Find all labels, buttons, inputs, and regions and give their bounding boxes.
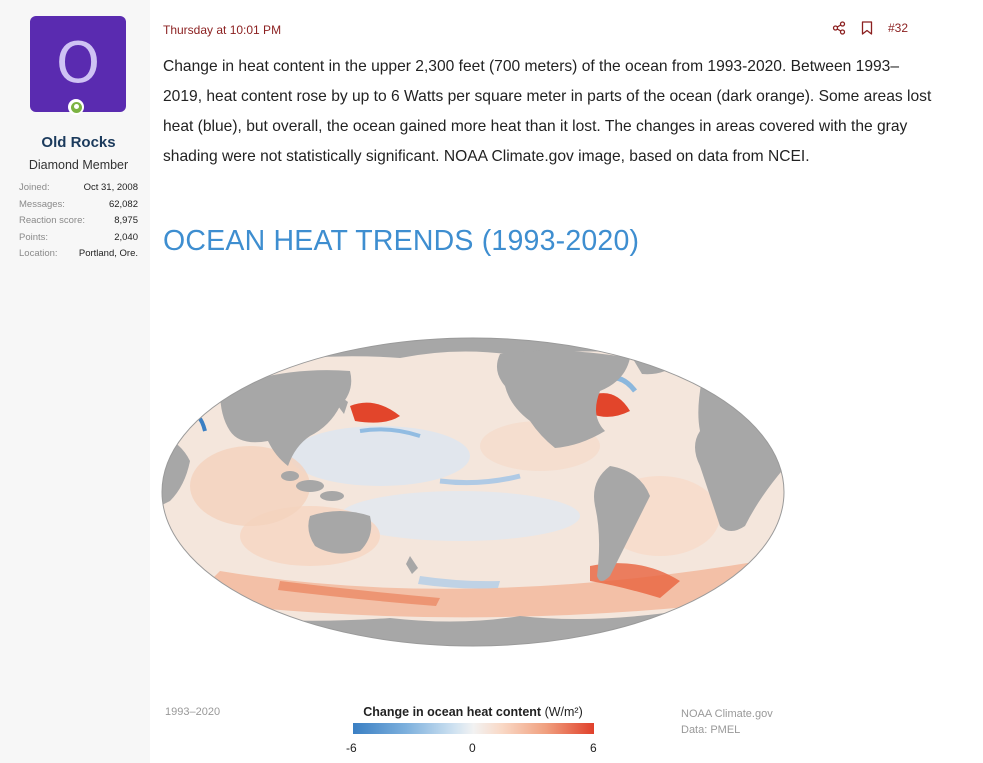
username-link[interactable]: Old Rocks (41, 134, 116, 151)
stat-points: Points: 2,040 (19, 230, 138, 247)
credit-text: NOAA Climate.gov (681, 708, 773, 720)
stat-value: Portland, Ore. (78, 248, 138, 259)
stat-value[interactable]: 2,040 (114, 231, 138, 243)
user-sidebar: O Old Rocks Diamond Member Joined: Oct 3… (0, 0, 150, 763)
stat-value[interactable]: 62,082 (108, 198, 138, 210)
stat-location: Location: Portland, Ore. (19, 246, 138, 263)
image-credits: NOAA Climate.gov Data: PMEL (681, 706, 773, 738)
legend-title: Change in ocean heat content (W/m²) (325, 705, 621, 719)
data-source-text: Data: PMEL (681, 724, 741, 736)
bookmark-icon[interactable] (858, 19, 876, 37)
avatar[interactable]: O (30, 16, 126, 112)
stat-value: Oct 31, 2008 (83, 182, 138, 193)
avatar-letter: O (55, 31, 101, 96)
post-number-link[interactable]: #32 (888, 21, 909, 35)
user-stats: Joined: Oct 31, 2008 Messages: 62,082 Re… (19, 180, 138, 263)
stat-label: Points: (19, 231, 49, 243)
map-title: OCEAN HEAT TRENDS (1993-2020) (163, 225, 640, 257)
legend-color-bar (353, 723, 594, 734)
legend-title-text: Change in ocean heat content (363, 705, 542, 719)
stat-joined: Joined: Oct 31, 2008 (19, 180, 138, 197)
period-label: 1993–2020 (165, 706, 221, 718)
stat-label: Location: (19, 248, 58, 259)
legend-max-tick: 6 (590, 741, 597, 755)
legend-min-tick: -6 (346, 741, 357, 755)
legend-mid-tick: 0 (469, 741, 476, 755)
stat-label: Joined: (19, 182, 50, 193)
ocean-heat-map-image (160, 336, 786, 648)
user-title: Diamond Member (28, 158, 129, 172)
online-status-icon (68, 99, 84, 115)
stat-label: Reaction score: (19, 215, 86, 226)
share-icon[interactable] (830, 19, 848, 37)
stat-messages: Messages: 62,082 (19, 197, 138, 214)
stat-reaction-score: Reaction score: 8,975 (19, 213, 138, 230)
post-actions: #32 (830, 19, 908, 37)
stat-label: Messages: (19, 198, 65, 210)
stat-value: 8,975 (114, 215, 138, 226)
post-timestamp[interactable]: Thursday at 10:01 PM (163, 23, 282, 37)
legend-unit: (W/m²) (544, 705, 583, 719)
post-body-text: Change in heat content in the upper 2,30… (163, 58, 932, 165)
